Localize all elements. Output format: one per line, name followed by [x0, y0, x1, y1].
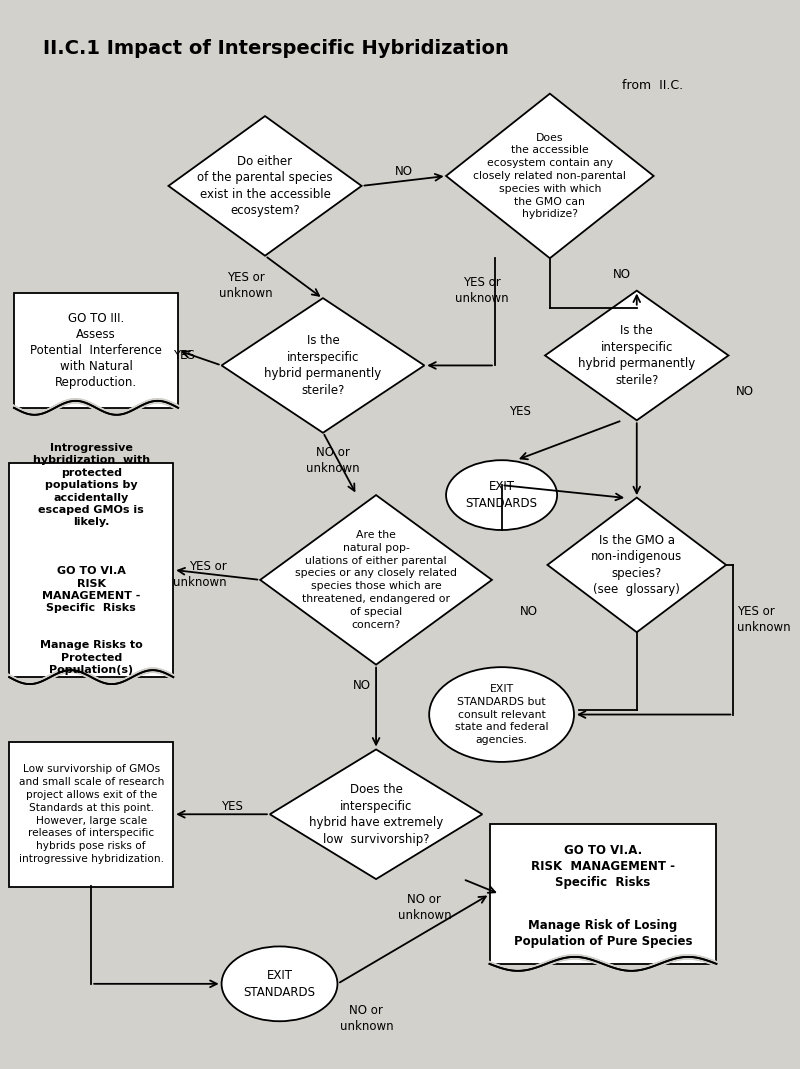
Text: NO: NO [736, 386, 754, 399]
Text: NO: NO [395, 166, 413, 179]
Text: Manage Risk of Losing
Population of Pure Species: Manage Risk of Losing Population of Pure… [514, 919, 692, 948]
Text: NO: NO [353, 679, 370, 692]
Ellipse shape [429, 667, 574, 762]
Text: GO TO III.
Assess
Potential  Interference
with Natural
Reproduction.: GO TO III. Assess Potential Interference… [30, 312, 162, 389]
Text: NO or
unknown: NO or unknown [398, 893, 451, 923]
Text: EXIT
STANDARDS: EXIT STANDARDS [466, 480, 538, 510]
Bar [9, 463, 174, 677]
Text: YES or
unknown: YES or unknown [737, 605, 790, 634]
Bar [9, 742, 174, 886]
Ellipse shape [222, 946, 338, 1021]
Text: EXIT
STANDARDS: EXIT STANDARDS [243, 970, 315, 998]
Text: NO: NO [613, 267, 630, 281]
Text: Does the
interspecific
hybrid have extremely
low  survivorship?: Does the interspecific hybrid have extre… [309, 783, 443, 846]
Ellipse shape [446, 460, 557, 530]
Text: Is the
interspecific
hybrid permanently
sterile?: Is the interspecific hybrid permanently … [578, 324, 695, 387]
Text: YES: YES [221, 800, 243, 812]
Text: Manage Risks to
Protected
Population(s): Manage Risks to Protected Population(s) [40, 640, 142, 676]
Text: YES or
unknown: YES or unknown [455, 276, 509, 305]
Text: YES: YES [173, 348, 194, 362]
Polygon shape [260, 495, 492, 665]
Text: NO: NO [520, 605, 538, 618]
Polygon shape [547, 497, 726, 632]
Polygon shape [169, 117, 362, 255]
Polygon shape [222, 298, 424, 433]
Text: Is the GMO a
non-indigenous
species?
(see  glossary): Is the GMO a non-indigenous species? (se… [591, 533, 682, 597]
Text: GO TO VI.A.
RISK  MANAGEMENT -
Specific  Risks: GO TO VI.A. RISK MANAGEMENT - Specific R… [531, 843, 675, 888]
Text: YES or
unknown: YES or unknown [173, 560, 226, 589]
Text: NO or
unknown: NO or unknown [306, 446, 359, 476]
Text: Is the
interspecific
hybrid permanently
sterile?: Is the interspecific hybrid permanently … [264, 335, 382, 397]
Bar [490, 824, 717, 964]
Text: YES: YES [509, 405, 530, 418]
Text: Low survivorship of GMOs
and small scale of research
project allows exit of the
: Low survivorship of GMOs and small scale… [18, 764, 164, 864]
Text: Do either
of the parental species
exist in the accessible
ecosystem?: Do either of the parental species exist … [198, 155, 333, 217]
Text: from  II.C.: from II.C. [622, 79, 683, 92]
Polygon shape [545, 291, 729, 420]
Bar [14, 293, 178, 408]
Text: II.C.1 Impact of Interspecific Hybridization: II.C.1 Impact of Interspecific Hybridiza… [43, 40, 509, 59]
Text: Does
the accessible
ecosystem contain any
closely related non-parental
species w: Does the accessible ecosystem contain an… [474, 133, 626, 219]
Polygon shape [446, 94, 654, 259]
Text: EXIT
STANDARDS but
consult relevant
state and federal
agencies.: EXIT STANDARDS but consult relevant stat… [455, 684, 548, 745]
Text: NO or
unknown: NO or unknown [339, 1004, 394, 1033]
Text: GO TO VI.A
RISK
MANAGEMENT -
Specific  Risks: GO TO VI.A RISK MANAGEMENT - Specific Ri… [42, 567, 141, 614]
Text: Introgressive
hybridization  with
protected
populations by
accidentally
escaped : Introgressive hybridization with protect… [33, 443, 150, 527]
Polygon shape [270, 749, 482, 879]
Text: Are the
natural pop-
ulations of either parental
species or any closely related
: Are the natural pop- ulations of either … [295, 530, 457, 630]
Text: YES or
unknown: YES or unknown [219, 270, 273, 299]
